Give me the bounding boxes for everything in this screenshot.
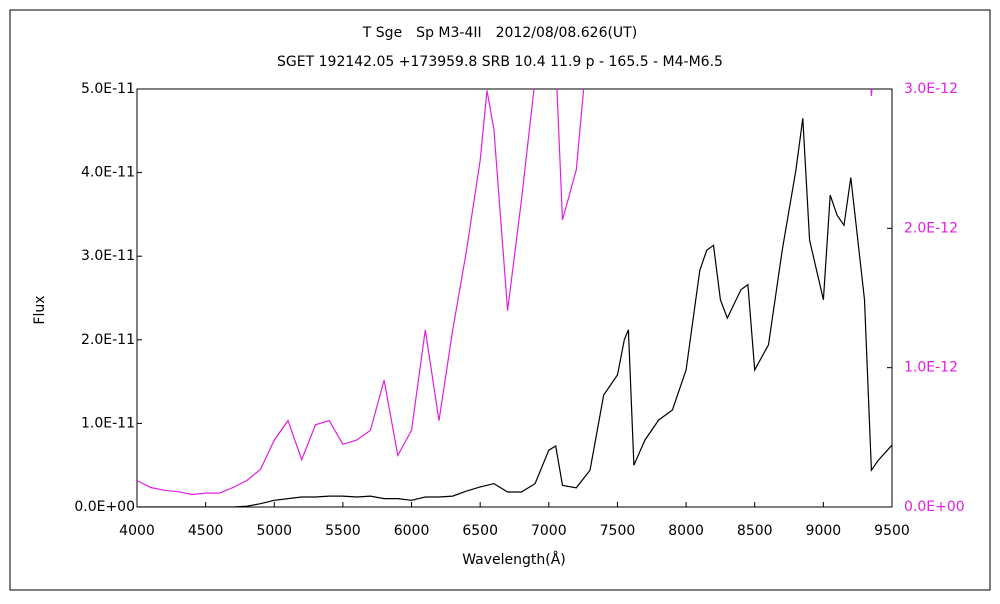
y-tick-label: 5.0E-11 — [81, 81, 135, 97]
x-tick-label: 8000 — [668, 523, 704, 539]
y-tick-label: 0.0E+00 — [74, 499, 135, 515]
plot-area — [136, 88, 893, 508]
spectrum-line — [137, 89, 873, 496]
x-tick-label: 7500 — [600, 523, 636, 539]
y-tick-label: 4.0E-11 — [81, 165, 135, 181]
x-tick-label: 5000 — [256, 523, 292, 539]
x-axis-label: Wavelength(Å) — [462, 551, 566, 568]
x-tick-label: 9500 — [874, 523, 910, 539]
chart-subtitle: SGET 192142.05 +173959.8 SRB 10.4 11.9 p… — [277, 54, 723, 70]
x-tick-label: 9000 — [806, 523, 842, 539]
x-tick-label: 7000 — [531, 523, 567, 539]
series-group — [137, 89, 892, 507]
y2-tick-label: 3.0E-12 — [904, 81, 958, 97]
x-tick-label: 4500 — [188, 523, 224, 539]
y-tick-label: 2.0E-11 — [81, 332, 135, 348]
chart-title: T Sge Sp M3-4II 2012/08/08.626(UT) — [362, 25, 637, 41]
y-tick-label: 1.0E-11 — [81, 415, 135, 431]
y-tick-label: 3.0E-11 — [81, 248, 135, 264]
x-tick-label: 6500 — [462, 523, 498, 539]
x-tick-label: 8500 — [737, 523, 773, 539]
y2-tick-label: 2.0E-12 — [904, 220, 958, 236]
x-tick-label: 4000 — [119, 523, 155, 539]
y2-tick-label: 1.0E-12 — [904, 360, 958, 376]
spectrum-line — [137, 118, 892, 507]
x-tick-label: 5500 — [325, 523, 361, 539]
x-tick-label: 6000 — [394, 523, 430, 539]
y-axis-label: Flux — [32, 295, 48, 324]
y2-tick-label: 0.0E+00 — [904, 499, 965, 515]
